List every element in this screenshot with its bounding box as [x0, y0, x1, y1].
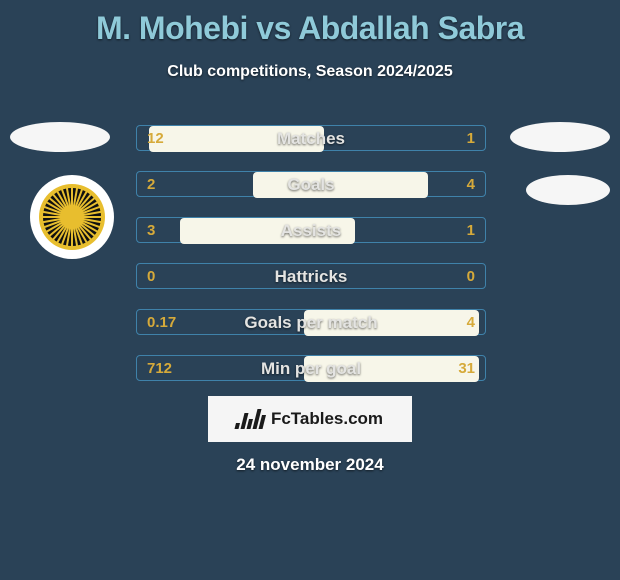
subtitle: Club competitions, Season 2024/2025	[0, 63, 620, 81]
club-crest-left	[30, 175, 114, 259]
stat-bar-right	[311, 310, 479, 336]
stat-value-left: 0.17	[137, 310, 186, 336]
stat-bar-right	[311, 126, 324, 152]
stat-row-assists: Assists31	[136, 217, 486, 243]
stat-value-right: 4	[457, 172, 485, 198]
stat-row-matches: Matches121	[136, 125, 486, 151]
stat-row-hattricks: Hattricks0 0	[136, 263, 486, 289]
player-photo-left	[10, 122, 110, 152]
fctables-logo-icon	[234, 409, 267, 429]
stat-value-left: 2	[137, 172, 165, 198]
stat-value-left: 712	[137, 356, 182, 382]
comparison-bars: Matches121Goals24Assists31Hattricks00Goa…	[136, 125, 486, 401]
stat-value-right: 1	[457, 126, 485, 152]
date-label: 24 november 2024	[0, 455, 620, 475]
stat-row-goals: Goals24	[136, 171, 486, 197]
stat-value-right: 0	[457, 264, 485, 290]
crest-core	[60, 205, 84, 229]
club-crest-right	[526, 175, 610, 205]
fctables-logo[interactable]: FcTables.com	[208, 396, 412, 442]
stat-value-left: 0	[137, 264, 165, 290]
fctables-logo-text: FcTables.com	[271, 409, 383, 429]
stat-bar-right	[311, 356, 479, 382]
stat-bar-left	[253, 172, 311, 198]
stat-bar-left	[149, 126, 311, 152]
stat-row-goals-per-match: Goals per match0.174	[136, 309, 486, 335]
stat-row-min-per-goal: Min per goal71231	[136, 355, 486, 381]
stat-bar-left	[304, 310, 311, 336]
club-crest-left-inner	[39, 184, 105, 250]
stat-bar-right	[311, 172, 428, 198]
player-photo-right	[510, 122, 610, 152]
stat-bar-left	[304, 356, 311, 382]
page-title: M. Mohebi vs Abdallah Sabra	[0, 10, 620, 47]
stat-label: Hattricks	[137, 264, 485, 290]
stat-value-right: 1	[457, 218, 485, 244]
stat-bar-right	[311, 218, 355, 244]
stat-value-left: 3	[137, 218, 165, 244]
stat-bar-left	[180, 218, 311, 244]
